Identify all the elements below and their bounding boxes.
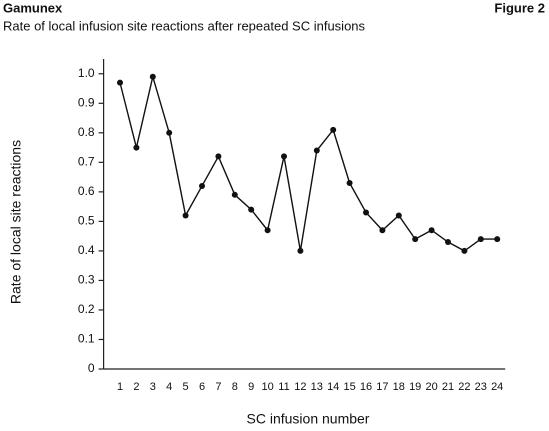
data-point <box>117 79 123 86</box>
x-tick-label: 22 <box>458 381 470 393</box>
y-tick-label: 0.9 <box>78 95 95 109</box>
y-tick-label: 0.2 <box>78 302 95 316</box>
x-tick-label: 17 <box>376 381 388 393</box>
y-tick-label: 0.6 <box>78 184 95 198</box>
chart-title: Rate of local infusion site reactions af… <box>3 18 366 33</box>
y-tick-label: 0.4 <box>78 243 95 257</box>
data-point <box>428 227 435 234</box>
x-tick-label: 23 <box>475 381 487 393</box>
header: Gamunex <box>3 0 63 15</box>
x-tick-label: 10 <box>261 381 273 393</box>
x-tick-label: 7 <box>215 381 221 393</box>
data-point <box>297 247 304 254</box>
x-tick-label: 18 <box>393 381 405 393</box>
x-tick-label: 15 <box>343 381 355 393</box>
y-tick-label: 0.7 <box>78 155 95 169</box>
x-tick-label: 24 <box>491 381 503 393</box>
y-tick-label: 0.3 <box>78 273 95 287</box>
data-point <box>313 147 320 154</box>
figure-label: Figure 2 <box>494 0 545 15</box>
data-point <box>215 153 222 160</box>
x-axis-label: SC infusion number <box>247 411 370 427</box>
data-point <box>149 73 156 80</box>
x-tick-label: 19 <box>409 381 421 393</box>
x-tick-label: 21 <box>442 381 454 393</box>
x-tick-label: 11 <box>278 381 289 393</box>
x-tick-label: 9 <box>248 381 254 393</box>
data-point <box>199 182 205 189</box>
data-point <box>182 212 189 219</box>
x-tick-label: 3 <box>150 381 156 393</box>
data-point <box>363 209 369 216</box>
data-point <box>461 247 468 254</box>
data-point <box>281 153 287 160</box>
data-point <box>494 236 501 243</box>
data-point <box>133 144 140 151</box>
y-tick-label: 0.1 <box>78 332 95 346</box>
x-tick-label: 14 <box>327 381 339 393</box>
data-point <box>346 180 353 186</box>
data-point <box>395 212 402 219</box>
x-tick-label: 1 <box>117 381 123 393</box>
y-tick-label: 0.5 <box>78 214 95 228</box>
data-point <box>248 206 255 213</box>
x-tick-label: 13 <box>311 381 323 393</box>
data-point <box>166 129 173 136</box>
data-point <box>379 227 386 234</box>
x-tick-label: 16 <box>360 381 372 393</box>
x-tick-label: 12 <box>294 381 306 393</box>
x-tick-label: 2 <box>133 381 139 393</box>
data-point <box>330 126 337 133</box>
y-tick-label: 1.0 <box>78 66 95 80</box>
x-tick-label: 4 <box>166 381 172 393</box>
data-line <box>119 73 498 252</box>
y-tick-label: 0.8 <box>78 125 95 139</box>
data-point <box>231 191 238 198</box>
data-point <box>477 236 484 243</box>
x-tick-label: 6 <box>199 381 205 393</box>
x-tick-label: 8 <box>232 381 238 393</box>
data-point <box>445 239 451 246</box>
y-axis-label: Rate of local site reactions <box>8 140 24 304</box>
data-point <box>412 236 419 243</box>
x-tick-label: 20 <box>425 381 437 393</box>
y-tick-label: 0 <box>88 361 95 375</box>
x-tick-label: 5 <box>183 381 189 393</box>
data-point <box>264 227 271 234</box>
